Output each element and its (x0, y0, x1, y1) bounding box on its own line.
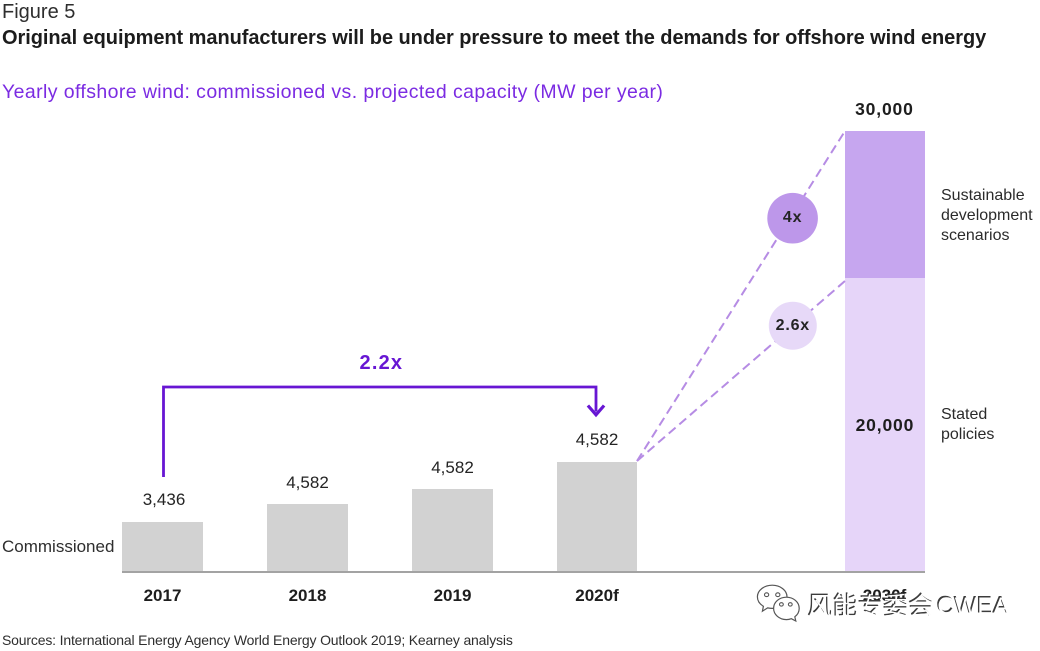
svg-text:2.6x: 2.6x (776, 317, 810, 334)
svg-text:CWEA: CWEA (937, 593, 1009, 620)
svg-text:4x: 4x (783, 209, 802, 226)
svg-text:CWEA: CWEA (936, 592, 1008, 619)
